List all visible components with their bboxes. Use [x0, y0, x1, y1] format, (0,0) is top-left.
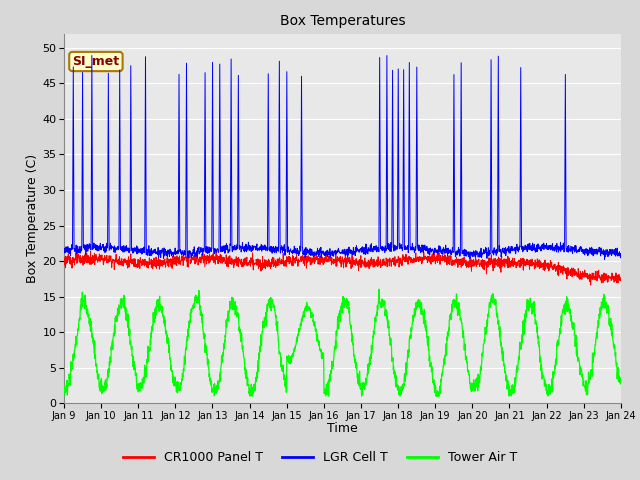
- Legend: CR1000 Panel T, LGR Cell T, Tower Air T: CR1000 Panel T, LGR Cell T, Tower Air T: [118, 446, 522, 469]
- Y-axis label: Box Temperature (C): Box Temperature (C): [26, 154, 40, 283]
- X-axis label: Time: Time: [327, 422, 358, 435]
- Text: SI_met: SI_met: [72, 55, 120, 68]
- Title: Box Temperatures: Box Temperatures: [280, 14, 405, 28]
